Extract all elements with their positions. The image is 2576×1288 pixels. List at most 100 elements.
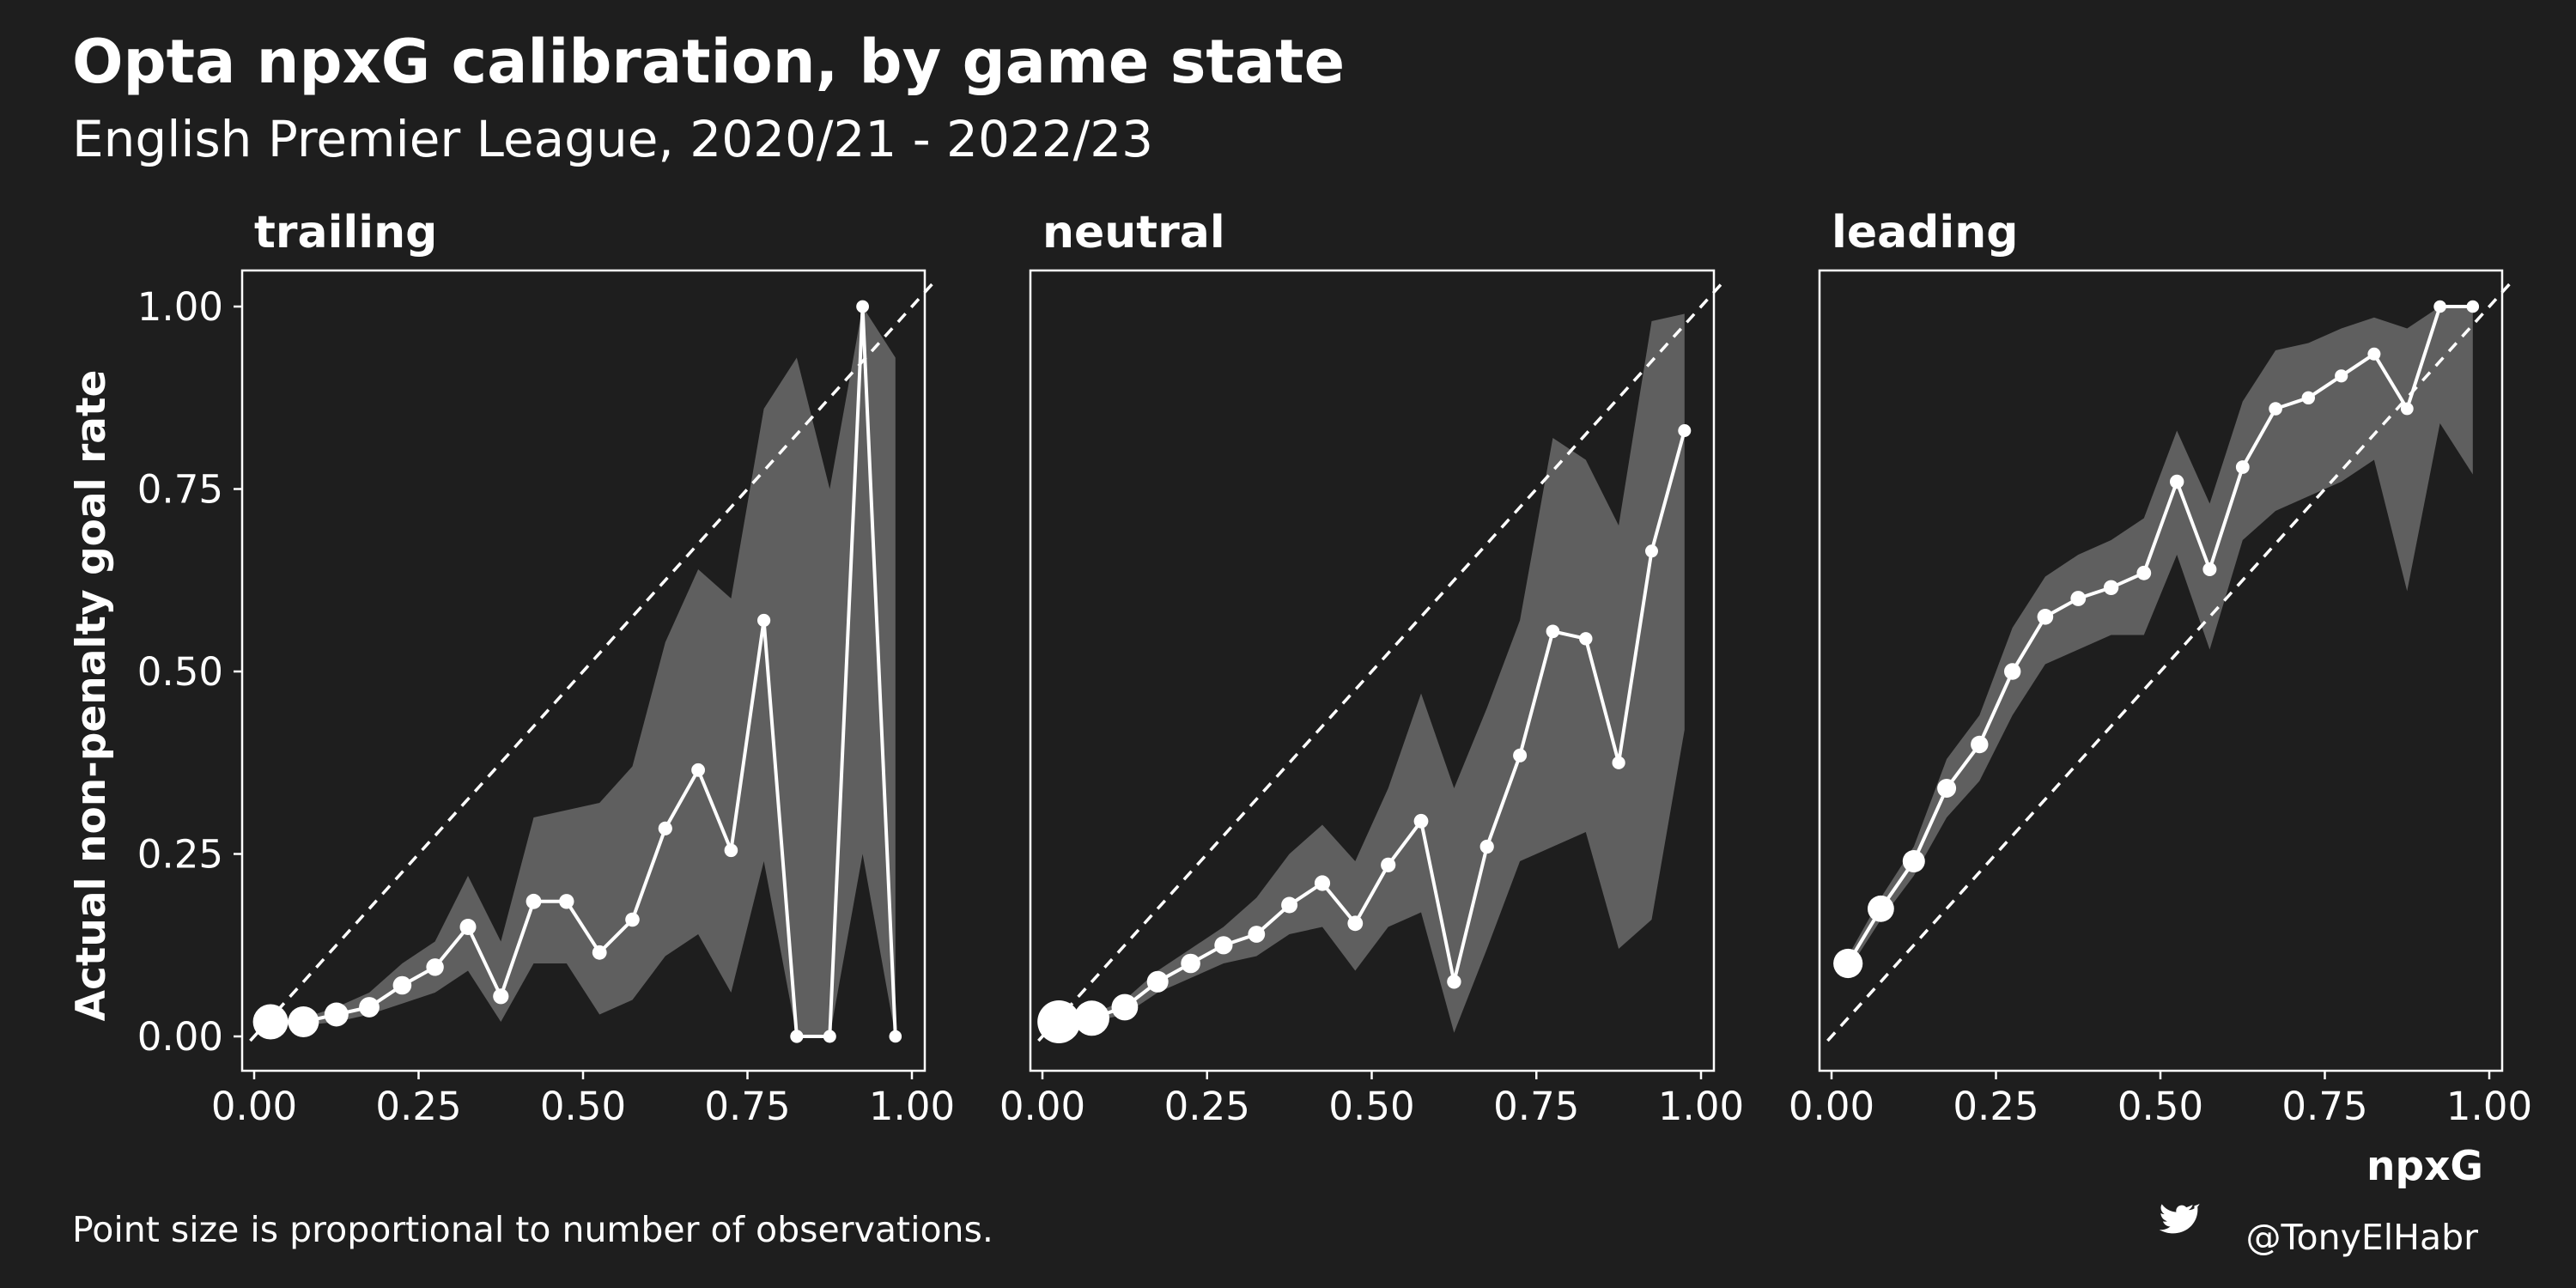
- data-point: [658, 821, 672, 835]
- reference-line: [249, 280, 936, 1042]
- data-point: [426, 958, 444, 976]
- reference-line: [1037, 280, 1725, 1042]
- data-point: [790, 1030, 804, 1043]
- chart-subtitle: English Premier League, 2020/21 - 2022/2…: [72, 110, 1153, 168]
- y-tick-label: 1.00: [137, 284, 223, 330]
- x-tick-label: 0.00: [211, 1084, 297, 1129]
- confidence-band: [1848, 307, 2473, 971]
- y-tick-label: 0.00: [137, 1014, 223, 1060]
- data-point: [1868, 895, 1894, 922]
- data-point: [288, 1006, 319, 1037]
- data-point: [252, 1004, 289, 1040]
- data-point: [1111, 993, 1139, 1021]
- confidence-band: [270, 307, 896, 1036]
- data-point: [1214, 936, 1233, 955]
- data-point: [724, 843, 738, 858]
- data-point: [1937, 779, 1957, 798]
- data-point: [1447, 975, 1461, 989]
- data-point: [359, 997, 380, 1018]
- twitter-bird-icon: [2159, 1203, 2200, 1234]
- panel-leading: 0.00 0.25 0.50 0.75 1.00: [1789, 269, 2532, 1129]
- data-point: [1381, 857, 1396, 872]
- data-point: [592, 945, 607, 960]
- data-point: [2170, 474, 2184, 489]
- data-point: [1181, 953, 1200, 974]
- data-point: [1902, 850, 1925, 872]
- data-point: [1678, 424, 1692, 437]
- x-tick-label: 0.75: [1493, 1084, 1579, 1129]
- chart-title: Opta npxG calibration, by game state: [72, 27, 1345, 97]
- x-tick-label: 1.00: [2446, 1084, 2532, 1129]
- data-point: [2367, 347, 2381, 361]
- data-point: [856, 300, 869, 313]
- x-tick-label: 0.50: [2117, 1084, 2203, 1129]
- data-point: [2335, 369, 2348, 383]
- data-point: [2301, 391, 2315, 404]
- y-tick-label: 0.50: [137, 649, 223, 695]
- data-point: [1037, 1000, 1081, 1043]
- data-point: [1645, 544, 1658, 558]
- data-point: [2103, 580, 2119, 595]
- data-point: [392, 975, 412, 995]
- x-tick-label: 0.25: [1953, 1084, 2038, 1129]
- data-point: [1833, 948, 1863, 979]
- x-tick-label: 1.00: [869, 1084, 955, 1129]
- data-point: [493, 988, 509, 1005]
- panel-title-neutral: neutral: [1042, 207, 1225, 258]
- data-point: [1347, 915, 1364, 932]
- data-point: [1314, 875, 1331, 891]
- confidence-band: [1059, 313, 1685, 1033]
- caption-note: Point size is proportional to number of …: [72, 1209, 993, 1250]
- x-tick-label: 0.25: [1164, 1084, 1250, 1129]
- data-point: [2400, 402, 2414, 416]
- reference-line: [1826, 280, 2513, 1042]
- x-tick-label: 0.00: [999, 1084, 1085, 1129]
- y-tick-label: 0.25: [137, 832, 223, 878]
- data-point: [1546, 624, 1560, 639]
- data-point: [625, 912, 640, 927]
- x-tick-label: 0.25: [375, 1084, 461, 1129]
- x-tick-label: 0.00: [1789, 1084, 1874, 1129]
- data-point: [1612, 756, 1625, 769]
- data-point: [2433, 300, 2446, 313]
- y-tick-label: 0.75: [137, 467, 223, 513]
- caption-credit: @TonyElHabr: [2245, 1217, 2478, 1258]
- data-point: [2136, 565, 2152, 580]
- data-point: [1579, 632, 1593, 646]
- data-point: [459, 919, 477, 935]
- x-tick-label: 1.00: [1658, 1084, 1744, 1129]
- data-point: [2070, 591, 2087, 606]
- x-tick-label: 0.50: [1328, 1084, 1414, 1129]
- data-point: [1971, 735, 1989, 754]
- data-point: [1413, 813, 1429, 829]
- data-point: [559, 894, 574, 909]
- y-axis-label: Actual non-penalty goal rate: [68, 370, 115, 1022]
- data-point: [823, 1030, 836, 1043]
- data-point: [1074, 1000, 1109, 1036]
- data-point: [889, 1030, 902, 1043]
- data-point: [2004, 663, 2021, 680]
- panel-trailing: 0.00 0.25 0.50 0.75 1.00 0.00 0.25 0.50 0.75 1.00: [137, 269, 955, 1129]
- panel-title-trailing: trailing: [254, 207, 437, 258]
- data-point: [1146, 970, 1169, 993]
- x-axis-label: npxG: [2366, 1143, 2483, 1190]
- data-point: [2037, 609, 2054, 625]
- data-point: [757, 613, 771, 628]
- data-point: [2235, 460, 2250, 474]
- panel-title-leading: leading: [1832, 207, 2018, 258]
- data-point: [1248, 926, 1266, 943]
- data-point: [1281, 896, 1298, 914]
- x-tick-label: 0.75: [2281, 1084, 2367, 1129]
- x-tick-label: 0.75: [704, 1084, 790, 1129]
- data-point: [691, 762, 705, 777]
- data-point: [526, 893, 542, 909]
- panel-neutral: 0.00 0.25 0.50 0.75 1.00: [999, 269, 1744, 1129]
- data-point: [2466, 300, 2480, 313]
- data-point: [1479, 839, 1494, 854]
- data-point: [2269, 402, 2282, 416]
- data-point: [2202, 562, 2217, 576]
- x-tick-label: 0.50: [540, 1084, 626, 1129]
- data-point: [324, 1002, 349, 1027]
